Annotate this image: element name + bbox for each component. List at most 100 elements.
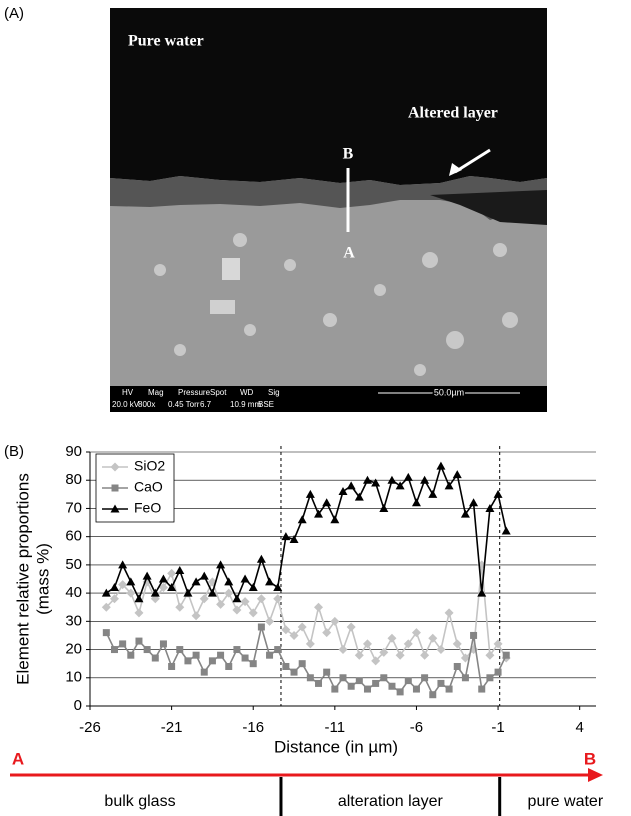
marker (273, 582, 283, 591)
x-tick-label: -26 (79, 719, 101, 736)
marker (501, 526, 511, 535)
marker (322, 498, 332, 507)
info-group: HV 20.0 kV Mag 800x Pressure 0.45 Torr Spot 6.7… (112, 388, 280, 409)
marker (184, 657, 192, 665)
marker (266, 651, 274, 659)
marker (395, 650, 405, 660)
marker (281, 625, 291, 635)
info-key: HV (122, 388, 134, 397)
marker (274, 646, 282, 654)
marker (339, 674, 347, 682)
marker (387, 633, 397, 643)
legend-label: CaO (134, 479, 163, 495)
marker (372, 679, 380, 687)
marker (444, 608, 454, 618)
marker (428, 489, 438, 498)
zone-label: bulk glass (104, 793, 175, 810)
y-axis-label: (mass %) (33, 543, 52, 615)
marker (126, 588, 136, 598)
marker (379, 647, 389, 657)
marker (380, 674, 388, 682)
marker (199, 571, 209, 580)
marker (460, 509, 470, 518)
marker (134, 608, 144, 618)
marker (306, 674, 314, 682)
y-tick-label: 50 (65, 556, 82, 573)
info-value: 6.7 (200, 400, 212, 409)
marker (420, 475, 430, 484)
point-label: B (343, 146, 354, 163)
info-value: 20.0 kV (112, 400, 140, 409)
marker (208, 657, 216, 665)
marker (176, 646, 184, 654)
y-tick-label: 60 (65, 528, 82, 545)
y-tick-label: 90 (65, 443, 82, 460)
marker (494, 668, 502, 676)
marker (110, 462, 120, 472)
marker (118, 560, 128, 569)
marker (101, 602, 111, 612)
pointer-head (449, 163, 462, 176)
marker (150, 588, 160, 597)
marker (151, 654, 159, 662)
marker (444, 481, 454, 490)
marker (290, 668, 298, 676)
marker (436, 645, 446, 655)
marker (315, 679, 323, 687)
marker (485, 650, 495, 660)
arrow-head (588, 768, 603, 782)
marker (109, 582, 119, 591)
panel-label: (A) (4, 5, 24, 22)
marker (437, 679, 445, 687)
marker (232, 605, 242, 615)
info-key: WD (240, 388, 254, 397)
marker (411, 498, 421, 507)
marker (273, 594, 283, 604)
info-key: Sig (268, 388, 280, 397)
marker (110, 646, 118, 654)
marker (240, 597, 250, 607)
marker (452, 470, 462, 479)
marker (355, 677, 363, 685)
marker (347, 682, 355, 690)
marker (461, 674, 469, 682)
marker (470, 631, 478, 639)
altered-layer (110, 176, 547, 220)
marker (101, 588, 111, 597)
marker (167, 568, 177, 578)
y-tick-label: 20 (65, 641, 82, 658)
marker (420, 650, 430, 660)
legend-label: SiO2 (134, 458, 165, 474)
water-label: Pure water (128, 33, 204, 50)
marker (127, 651, 135, 659)
x-tick-label: -11 (325, 719, 346, 736)
marker (436, 461, 446, 470)
marker (322, 628, 332, 638)
scale-label: 50.0µm (434, 387, 464, 397)
marker (119, 640, 127, 648)
marker (412, 685, 420, 693)
marker (217, 651, 225, 659)
info-bar (110, 386, 547, 412)
marker (256, 594, 266, 604)
marker (111, 484, 119, 492)
marker (323, 668, 331, 676)
x-axis-label: Distance (in µm) (274, 737, 398, 756)
marker (362, 639, 372, 649)
marker (232, 594, 242, 603)
marker (167, 582, 177, 591)
marker (126, 577, 136, 586)
marker (428, 633, 438, 643)
marker (118, 580, 128, 590)
arrow-start: A (12, 749, 24, 768)
marker (265, 577, 275, 586)
marker (493, 639, 503, 649)
pointer-arrow (454, 148, 491, 174)
marker (338, 645, 348, 655)
marker (396, 688, 404, 696)
marker (158, 574, 168, 583)
zone-label: alteration layer (338, 793, 444, 810)
marker (452, 639, 462, 649)
info-value: BSE (258, 400, 274, 409)
